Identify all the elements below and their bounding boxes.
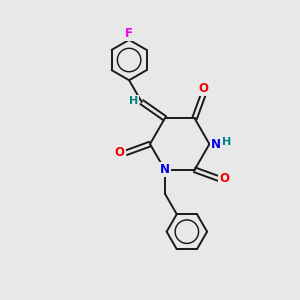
- Text: H: H: [222, 137, 231, 147]
- Text: H: H: [129, 96, 138, 106]
- Text: N: N: [160, 163, 170, 176]
- Text: O: O: [115, 146, 125, 159]
- Text: O: O: [198, 82, 208, 95]
- Text: O: O: [219, 172, 229, 185]
- Text: F: F: [125, 27, 133, 40]
- Text: N: N: [211, 138, 221, 151]
